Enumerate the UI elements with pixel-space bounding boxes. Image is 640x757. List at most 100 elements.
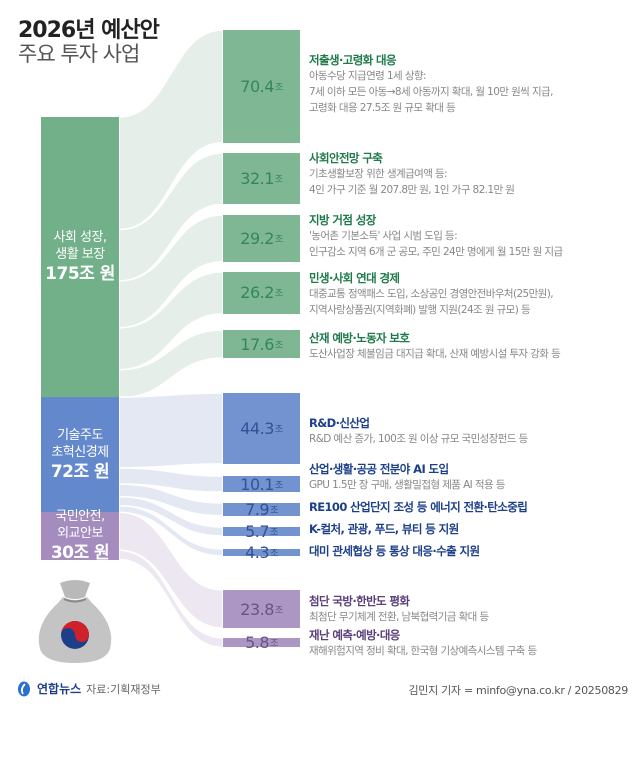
unit-label: 조	[274, 175, 283, 186]
value-bar: 23.8 조	[223, 590, 300, 629]
logo-text: 연합뉴스	[37, 682, 82, 696]
group-block-blue: 기술주도 초혁신경제 72조 원	[41, 397, 119, 513]
group-block-purple: 국민안전, 외교안보 30조 원	[41, 509, 119, 563]
unit-label: 조	[274, 605, 283, 616]
value-bar: 7.9 조	[223, 499, 300, 519]
value-bar: 44.3 조	[223, 393, 300, 464]
unit-label: 조	[274, 82, 283, 93]
item-detail: 재해위험지역 정비 확대, 한국형 기상예측시스템 구축 등	[309, 645, 537, 657]
item-title: 사회안전망 구축	[309, 151, 383, 165]
group-label-line1: 국민안전,	[55, 509, 105, 525]
value-label: 32.1	[240, 169, 274, 189]
item-title: 저출생·고령화 대응	[309, 53, 397, 67]
item-detail: '농어촌 기본소득' 사업 시범 도입 등:	[309, 230, 458, 242]
item-description: 대미 관세협상 등 통상 대응·수출 지원	[309, 543, 639, 559]
item-title: K-컬처, 관광, 푸드, 뷰티 등 지원	[309, 522, 459, 536]
value-label: 44.3	[240, 418, 274, 438]
value-bar: 17.6 조	[223, 330, 300, 359]
group-block-green: 사회 성장, 생활 보장 175조 원	[41, 117, 119, 397]
value-bar: 32.1 조	[223, 153, 300, 205]
item-detail: 도산사업장 체불임금 대지급 확대, 산재 예방시설 투자 강화 등	[309, 348, 561, 360]
item-detail: 아동수당 지급연령 1세 상향:	[309, 70, 427, 82]
credit-text: 김민지 기자 = minfo@yna.co.kr / 20250829	[408, 684, 628, 697]
item-title: 대미 관세협상 등 통상 대응·수출 지원	[309, 544, 480, 558]
item-description: 지방 거점 성장 '농어촌 기본소득' 사업 시범 도입 등: 인구감소 지역 6개…	[309, 212, 639, 260]
value-label: 10.1	[240, 474, 274, 494]
value-label: 26.2	[240, 283, 274, 303]
value-label: 7.9	[245, 499, 270, 519]
group-label-line2: 초혁신경제	[51, 444, 109, 460]
money-bag-icon	[38, 580, 112, 663]
flow-band	[118, 467, 224, 493]
value-bar: 5.7 조	[223, 522, 300, 541]
flow-band	[118, 483, 224, 517]
unit-label: 조	[270, 505, 278, 516]
item-detail: GPU 1.5만 장 구매, 생활밀접형 제품 AI 적용 등	[309, 479, 505, 491]
group-total: 30조 원	[50, 543, 110, 564]
group-label-line2: 외교안보	[57, 526, 103, 542]
flow-band	[118, 505, 224, 557]
group-total: 72조 원	[50, 461, 110, 482]
value-label: 4.3	[245, 542, 270, 562]
footer-logo: 연합뉴스 자료:기획재정부	[16, 680, 161, 697]
value-bar: 29.2 조	[223, 215, 300, 262]
item-description: R&D·신산업 R&D 예산 증가, 100조 원 이상 규모 국민성장펀드 등	[309, 415, 639, 447]
group-label-line2: 생활 보장	[55, 247, 105, 262]
value-label: 17.6	[240, 334, 274, 354]
value-label: 70.4	[240, 76, 274, 96]
value-label: 5.8	[245, 633, 270, 653]
item-description: 사회안전망 구축 기초생활보장 위한 생계급여액 등: 4인 가구 기준 월 207…	[309, 150, 639, 198]
flow-band	[118, 329, 224, 399]
flow-band	[118, 549, 224, 649]
page-title: 2026년 예산안	[18, 18, 160, 43]
item-title: 산업·생활·공공 전분야 AI 도입	[309, 462, 449, 476]
flow-band	[118, 495, 224, 537]
group-label-line1: 사회 성장,	[53, 230, 107, 245]
item-title: RE100 산업단지 조성 등 에너지 전환·탄소중립	[309, 500, 528, 514]
item-detail: 대중교통 정액패스 도입, 소상공인 경영안전바우처(25만원),	[309, 288, 554, 300]
item-description: RE100 산업단지 조성 등 에너지 전환·탄소중립	[309, 499, 639, 515]
item-detail: 인구감소 지역 6개 군 공모, 주민 24만 명에게 월 15만 원 지급	[309, 246, 563, 258]
item-title: 첨단 국방·한반도 평화	[309, 594, 410, 608]
item-title: R&D·신산업	[309, 416, 370, 430]
unit-label: 조	[274, 289, 283, 300]
yonhap-logo-icon	[18, 681, 30, 696]
value-label: 23.8	[240, 599, 274, 619]
item-title: 민생·사회 연대 경제	[309, 271, 400, 285]
flow-band	[118, 152, 224, 282]
value-bar: 5.8 조	[223, 633, 300, 652]
item-detail: 지역사랑상품권(지역화폐) 발행 지원(24조 원 규모) 등	[309, 304, 531, 316]
item-title: 재난 예측·예방·대응	[309, 628, 400, 642]
flow-band	[118, 511, 224, 629]
unit-label: 조	[274, 234, 283, 245]
value-bar: 10.1 조	[223, 474, 300, 494]
value-bar: 70.4 조	[223, 30, 300, 143]
page-subtitle: 주요 투자 사업	[18, 42, 140, 66]
group-total: 175조 원	[45, 264, 115, 284]
item-detail: 고령화 대응 27.5조 원 규모 확대 등	[309, 102, 456, 114]
unit-label: 조	[270, 528, 278, 539]
flow-band	[118, 29, 224, 231]
unit-label: 조	[270, 639, 278, 650]
unit-label: 조	[274, 340, 283, 351]
item-detail: 기초생활보장 위한 생계급여액 등:	[309, 168, 448, 180]
source-text: 자료:기획재정부	[86, 682, 161, 696]
item-title: 산재 예방·노동자 보호	[309, 331, 410, 345]
value-label: 29.2	[240, 228, 274, 248]
unit-label: 조	[274, 424, 283, 435]
value-bar: 26.2 조	[223, 272, 300, 314]
value-label: 5.7	[245, 522, 270, 542]
group-label-line1: 기술주도	[57, 427, 103, 443]
unit-label: 조	[270, 548, 278, 559]
value-bar: 4.3 조	[223, 543, 300, 562]
item-detail: 최첨단 무기체계 전환, 남북협력기금 확대 등	[309, 611, 489, 623]
flow-band	[118, 214, 224, 329]
item-detail: 7세 이하 모든 아동→8세 아동까지 확대, 월 10만 원씩 지급,	[309, 86, 553, 98]
item-title: 지방 거점 성장	[309, 213, 376, 227]
item-detail: R&D 예산 증가, 100조 원 이상 규모 국민성장펀드 등	[309, 433, 528, 445]
